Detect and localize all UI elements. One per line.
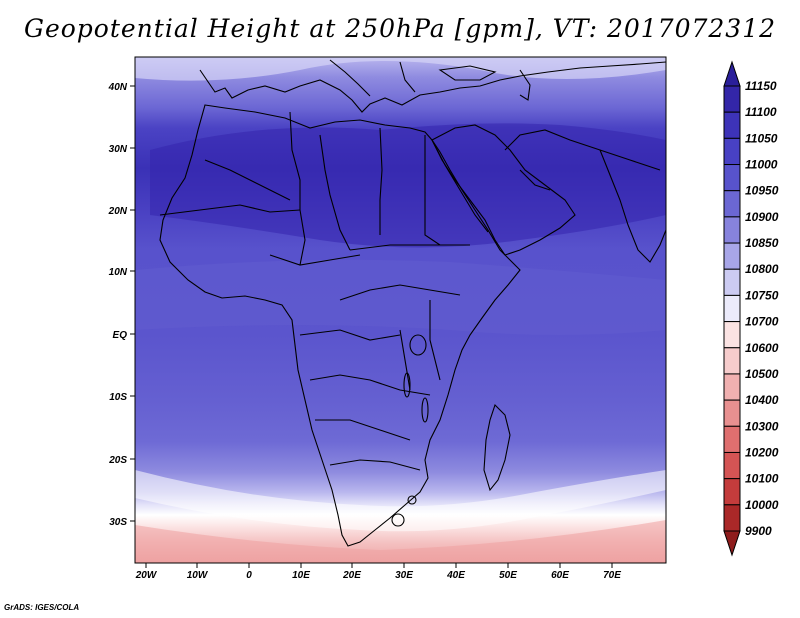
colorbar-swatch bbox=[723, 347, 741, 375]
colorbar-level-label: 10750 bbox=[745, 288, 779, 302]
coastlines-and-borders bbox=[159, 59, 666, 547]
colorbar-level-label: 10300 bbox=[745, 419, 779, 433]
lat-tick-label: 10N bbox=[109, 267, 128, 278]
colorbar-swatch bbox=[723, 85, 741, 113]
colorbar-swatch bbox=[723, 216, 741, 244]
colorbar-swatch bbox=[723, 399, 741, 427]
map-plot-area bbox=[134, 56, 667, 564]
colorbar-swatch bbox=[723, 425, 741, 453]
lon-tick-label: 10W bbox=[187, 570, 209, 581]
colorbar-swatch bbox=[723, 137, 741, 166]
colorbar-swatch bbox=[723, 478, 741, 506]
lon-tick-label: 20E bbox=[342, 570, 361, 581]
map-frame bbox=[134, 56, 667, 564]
colorbar-level-label: 10850 bbox=[745, 236, 779, 250]
lon-tick-label: 60E bbox=[551, 570, 569, 581]
colorbar-level-label: 11050 bbox=[745, 131, 778, 145]
lat-tick-label: EQ bbox=[113, 330, 128, 341]
colorbar-swatch bbox=[723, 373, 741, 401]
lon-tick-label: 0 bbox=[246, 570, 252, 581]
colorbar-swatch bbox=[723, 242, 741, 270]
map-title: Geopotential Height at 250hPa [gpm], VT:… bbox=[23, 14, 777, 43]
colorbar-swatch bbox=[723, 451, 741, 480]
colorbar-legend: 11150 11100 11050 11000 10950 10900 10850 10800… bbox=[723, 60, 779, 557]
colorbar-level-label: 10100 bbox=[745, 472, 779, 486]
colorbar-swatch bbox=[723, 504, 741, 532]
colorbar-top-arrow bbox=[723, 60, 741, 87]
colorbar-level-label: 10400 bbox=[745, 393, 779, 407]
colorbar-level-label: 11100 bbox=[745, 105, 777, 119]
lon-tick-label: 20W bbox=[135, 570, 158, 581]
lat-tick-label: 40N bbox=[108, 82, 128, 93]
colorbar-bottom-arrow bbox=[723, 530, 741, 557]
colorbar-level-label: 10500 bbox=[745, 367, 779, 381]
lat-tick-label: 20N bbox=[108, 206, 128, 217]
colorbar-swatch bbox=[723, 321, 741, 349]
grads-credit: GrADS: IGES/COLA bbox=[4, 603, 80, 612]
lon-tick-label: 70E bbox=[603, 570, 621, 581]
lat-tick-label: 30N bbox=[109, 144, 128, 155]
lon-tick-label: 10E bbox=[292, 570, 310, 581]
colorbar-level-label: 10900 bbox=[745, 210, 779, 224]
colorbar-level-label: 10800 bbox=[745, 262, 779, 276]
lon-tick-label: 50E bbox=[499, 570, 517, 581]
colorbar-swatch bbox=[723, 268, 741, 296]
lat-tick-label: 30S bbox=[109, 517, 127, 528]
colorbar-swatch bbox=[723, 294, 741, 323]
colorbar-swatch bbox=[723, 111, 741, 139]
lon-tick-label: 40E bbox=[446, 570, 465, 581]
colorbar-level-label: 10700 bbox=[745, 315, 779, 329]
colorbar-level-label: 10000 bbox=[745, 498, 779, 512]
lon-tick-label: 30E bbox=[395, 570, 413, 581]
colorbar-swatch bbox=[723, 190, 741, 218]
lat-tick-label: 20S bbox=[108, 455, 127, 466]
colorbar-swatch bbox=[723, 164, 741, 192]
map-axes: 20W 10W 0 10E 20E 30E 40E 50E 60E 70E 40N 30N 20N 10N… bbox=[108, 82, 622, 581]
colorbar-level-label: 9900 bbox=[745, 524, 772, 538]
colorbar-level-label: 10600 bbox=[745, 341, 779, 355]
colorbar-level-label: 10950 bbox=[745, 184, 779, 198]
colorbar-level-label: 11000 bbox=[745, 158, 778, 172]
colorbar-level-label: 11150 bbox=[745, 79, 777, 93]
field-contour-bands bbox=[135, 57, 666, 563]
colorbar-level-label: 10200 bbox=[745, 445, 779, 459]
lat-tick-label: 10S bbox=[109, 392, 127, 403]
